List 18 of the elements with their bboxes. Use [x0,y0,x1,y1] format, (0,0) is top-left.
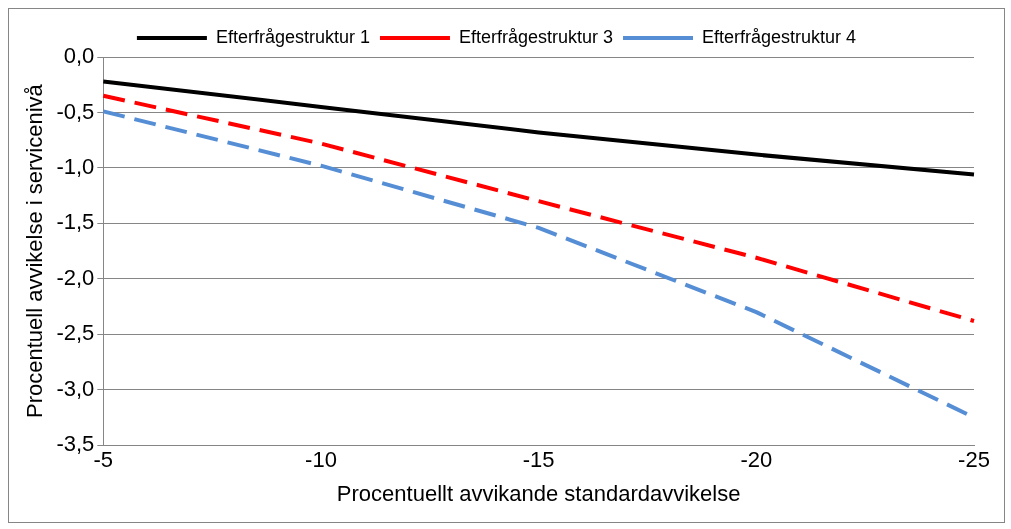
y-tick-label: 0,0 [63,43,95,69]
x-tick-label: -25 [958,447,990,473]
y-tick-label: -3,5 [56,431,95,457]
legend-label: Efterfrågestruktur 3 [458,26,614,47]
y-tick-label: -1,0 [56,153,95,179]
y-tick-label: -2,5 [56,320,95,346]
y-tick-label: -3,0 [56,375,95,401]
x-tick-label: -5 [93,447,114,473]
legend-label: Efterfrågestruktur 4 [702,26,857,47]
y-tick-label: -0,5 [56,98,95,124]
x-tick-label: -15 [522,447,555,473]
x-tick-label: -20 [740,447,773,473]
legend-label: Efterfrågestruktur 1 [215,26,370,47]
y-tick-label: -2,0 [56,264,95,290]
y-tick-label: -1,5 [56,209,95,235]
x-tick-label: -10 [305,447,337,473]
y-axis-title: Procentuell avvikelse i servicenivå [22,83,48,419]
x-axis-title: Procentuellt avvikande standardavvikelse [336,480,741,506]
